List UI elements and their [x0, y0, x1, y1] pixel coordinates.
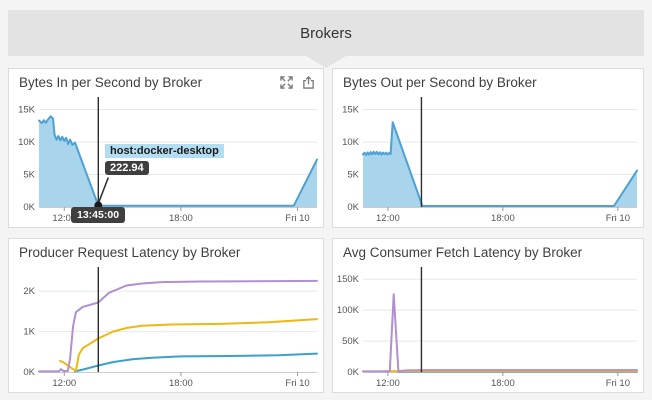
- panel-producer-latency: Producer Request Latency by Broker 0K 1K 2…: [8, 238, 324, 393]
- panel-header: Bytes Out per Second by Broker: [333, 69, 643, 95]
- panel-title-consumer-fetch: Avg Consumer Fetch Latency by Broker: [343, 244, 583, 260]
- svg-text:10K: 10K: [18, 137, 36, 148]
- svg-text:0K: 0K: [23, 367, 35, 378]
- svg-text:2K: 2K: [23, 286, 35, 297]
- panel-title-bytes-out: Bytes Out per Second by Broker: [343, 74, 537, 90]
- svg-text:5K: 5K: [347, 170, 359, 181]
- panel-header: Avg Consumer Fetch Latency by Broker: [333, 239, 643, 265]
- svg-text:0K: 0K: [347, 202, 359, 213]
- producer-latency-chart[interactable]: 0K 1K 2K 12:00 18:00 Fri 10: [9, 265, 323, 392]
- svg-text:1K: 1K: [23, 327, 35, 338]
- section-collapse-arrow[interactable]: [306, 56, 346, 68]
- svg-text:5K: 5K: [23, 170, 35, 181]
- bytes-out-chart[interactable]: 0K 5K 10K 15K 12:00 18:00 Fri 10: [333, 95, 643, 227]
- svg-text:100K: 100K: [337, 305, 360, 316]
- svg-text:150K: 150K: [337, 274, 360, 285]
- panel-bytes-in: Bytes In per Second by Broker: [8, 68, 324, 228]
- expand-icon[interactable]: [280, 75, 293, 89]
- svg-text:12:00: 12:00: [52, 213, 76, 224]
- svg-text:18:00: 18:00: [491, 213, 515, 224]
- svg-text:0K: 0K: [347, 367, 359, 378]
- svg-text:Fri 10: Fri 10: [606, 213, 630, 224]
- panel-title-producer-latency: Producer Request Latency by Broker: [19, 244, 241, 260]
- svg-text:Fri 10: Fri 10: [285, 378, 309, 389]
- svg-text:12:00: 12:00: [52, 378, 76, 389]
- panel-bytes-out: Bytes Out per Second by Broker 0K 5K 10K 15…: [332, 68, 644, 228]
- panel-title-bytes-in: Bytes In per Second by Broker: [19, 74, 203, 90]
- section-title: Brokers: [300, 24, 352, 42]
- export-icon[interactable]: [302, 75, 315, 89]
- svg-text:15K: 15K: [18, 105, 36, 116]
- svg-text:Fri 10: Fri 10: [606, 378, 630, 389]
- panel-consumer-fetch-latency: Avg Consumer Fetch Latency by Broker 0K 5…: [332, 238, 644, 393]
- svg-text:Fri 10: Fri 10: [285, 213, 309, 224]
- svg-text:10K: 10K: [342, 137, 360, 148]
- svg-text:0K: 0K: [23, 202, 35, 213]
- svg-text:12:00: 12:00: [376, 213, 400, 224]
- svg-text:50K: 50K: [342, 336, 360, 347]
- panel-header: Producer Request Latency by Broker: [9, 239, 323, 265]
- svg-text:15K: 15K: [342, 105, 360, 116]
- bytes-in-chart[interactable]: 0K 5K 10K 15K 12:00 18:00 Fri 10: [9, 95, 323, 227]
- svg-text:12:00: 12:00: [376, 378, 400, 389]
- section-header[interactable]: Brokers: [8, 10, 644, 56]
- svg-text:18:00: 18:00: [491, 378, 515, 389]
- svg-text:18:00: 18:00: [169, 378, 193, 389]
- panel-toolbar: [280, 75, 315, 89]
- consumer-fetch-latency-chart[interactable]: 0K 50K 100K 150K 12:00 18:00 Fri 10: [333, 265, 643, 392]
- panel-header: Bytes In per Second by Broker: [9, 69, 323, 95]
- svg-text:18:00: 18:00: [169, 213, 193, 224]
